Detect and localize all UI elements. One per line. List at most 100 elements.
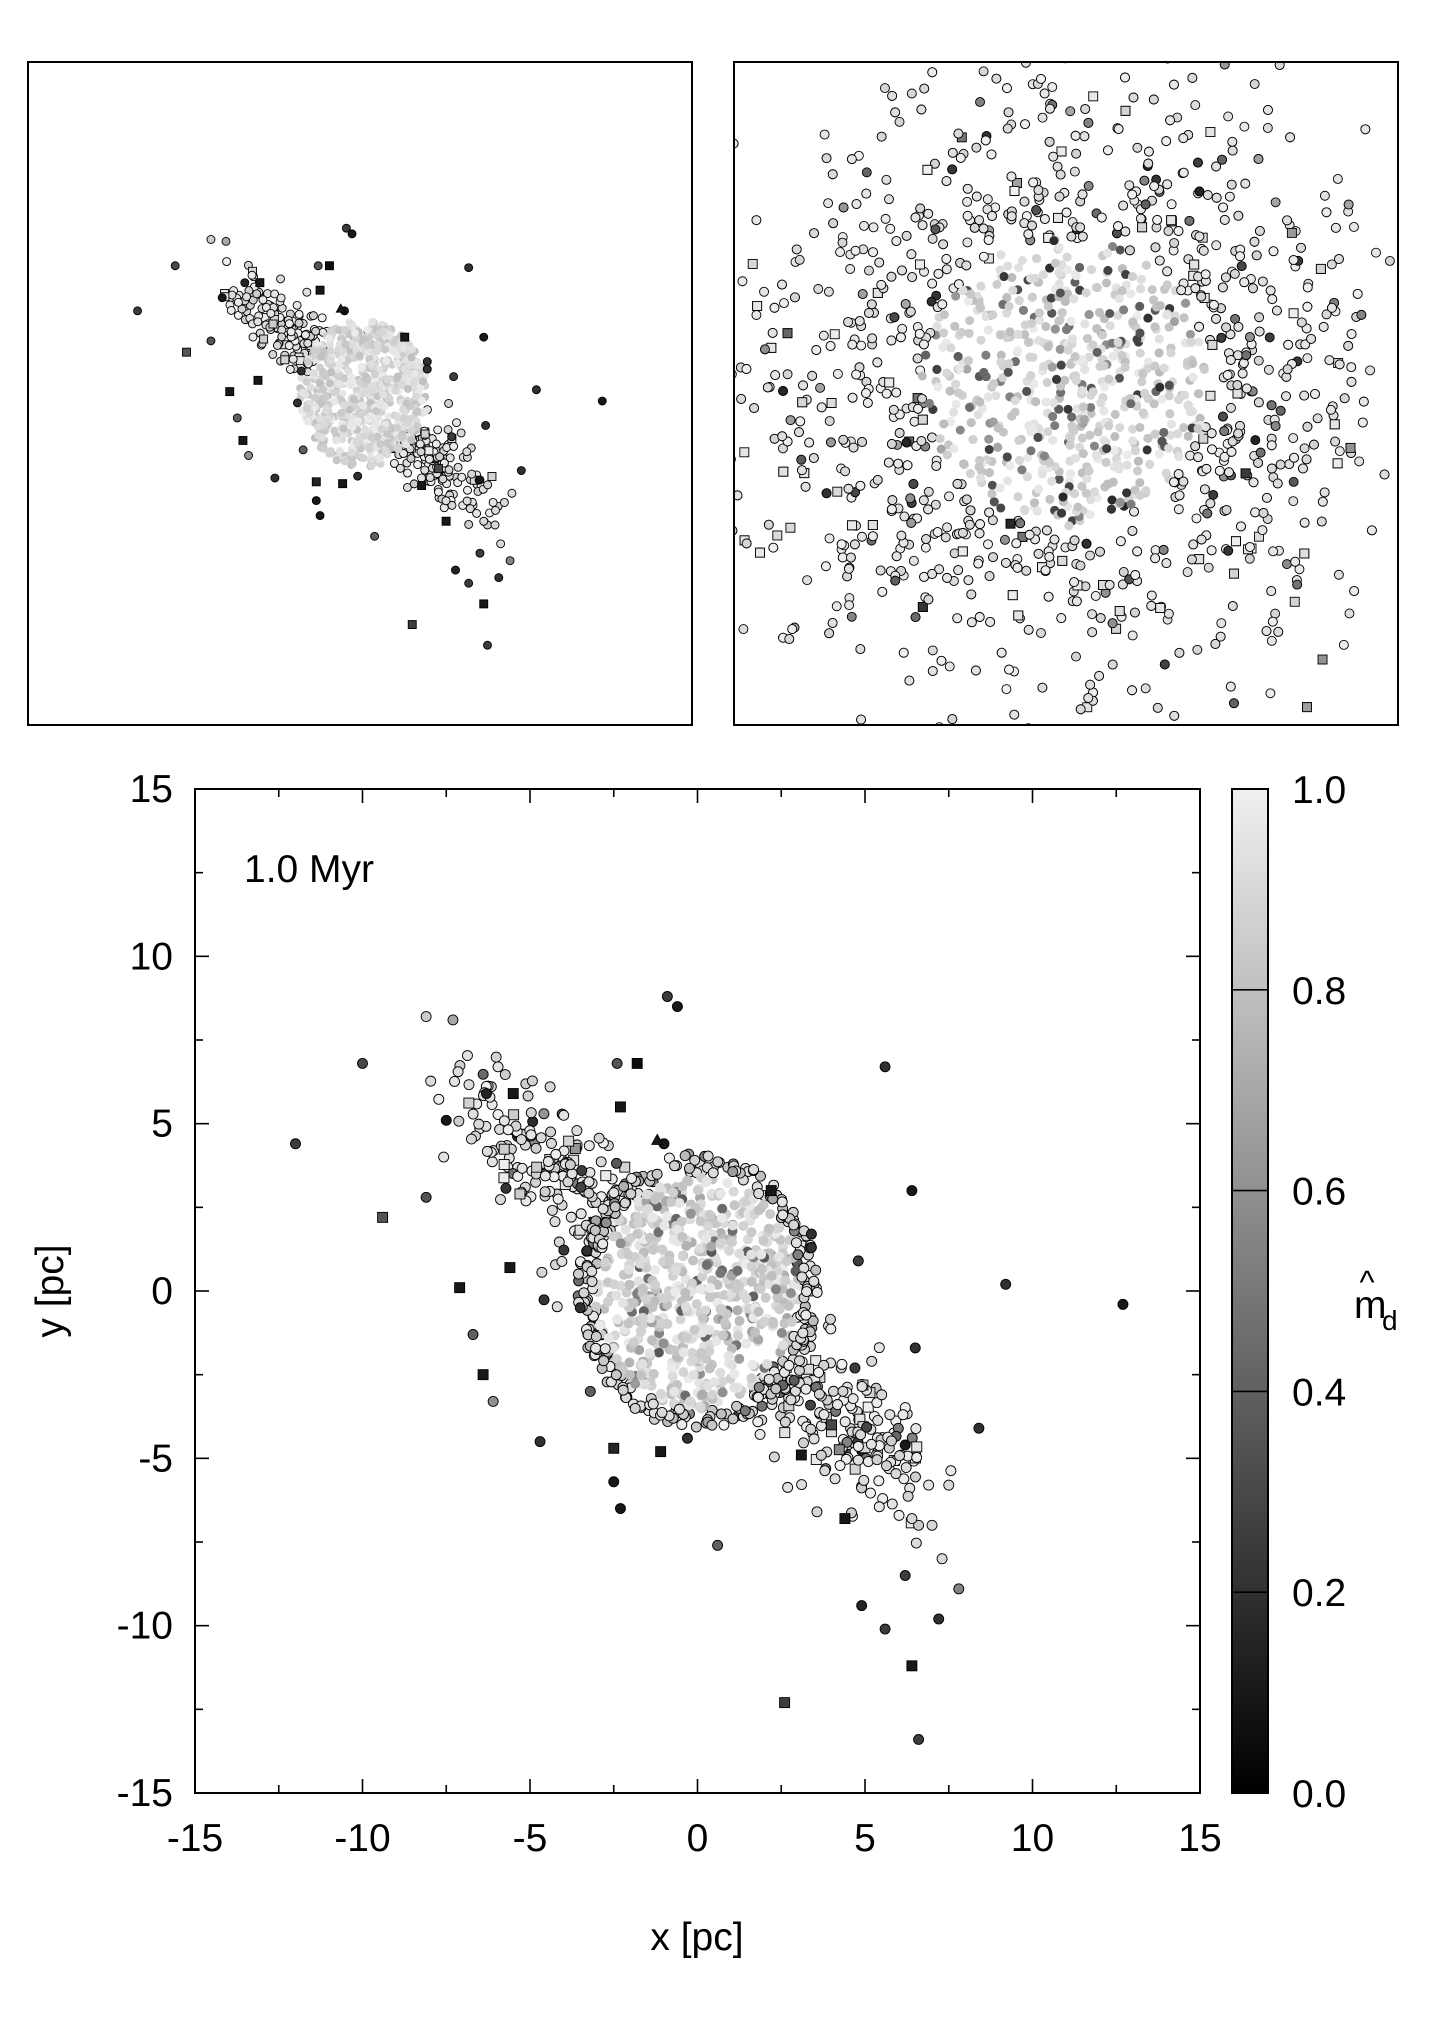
core-point: [680, 1301, 691, 1312]
inset-right-point: [973, 558, 984, 569]
core-point: [651, 1168, 663, 1180]
core-point: [738, 1221, 749, 1232]
inset-left-filament-point: [395, 463, 405, 473]
inset-right-point: [1107, 745, 1116, 754]
inset-right-point: [1105, 321, 1115, 331]
inset-right-point: [1104, 421, 1114, 431]
inset-right-point: [1193, 424, 1203, 434]
inset-right-point: [610, 249, 619, 258]
inset-left-core-point: [348, 321, 357, 330]
inset-right-point: [927, 666, 938, 676]
inset-right-point: [1055, 169, 1066, 180]
inset-right-point: [918, 495, 929, 506]
inset-right-point: [906, 249, 917, 260]
inset-right-point: [1090, 591, 1101, 601]
inset-right-point: [969, 222, 980, 233]
inset-right-point: [1054, 474, 1064, 484]
inset-right-point: [1023, 453, 1033, 463]
core-point: [715, 1238, 726, 1249]
inset-right-point: [847, 520, 857, 531]
inset-right-point: [1077, 385, 1087, 395]
inset-right-point: [600, 544, 609, 553]
inset-left-core-point: [375, 399, 384, 408]
inset-right-point: [1043, 591, 1054, 602]
core-point: [776, 1196, 788, 1208]
inset-left-core-point: [378, 327, 387, 336]
inset-right-point: [1031, 397, 1041, 407]
inset-left-point: [335, 303, 346, 313]
inset-right-point: [1073, 502, 1083, 512]
core-point: [774, 1222, 785, 1233]
core-point: [618, 1181, 630, 1192]
inset-left-core-point: [361, 374, 370, 383]
inset-right-point: [1154, 255, 1165, 266]
inset-right-point: [867, 531, 878, 542]
inset-left-filament-point: [253, 317, 263, 327]
core-point: [633, 1276, 644, 1287]
inset-left-filament-point: [424, 446, 434, 456]
inset-right-point: [953, 128, 964, 139]
inset-right-point: [975, 97, 986, 107]
core-point: [759, 1316, 770, 1327]
inset-right-point: [893, 458, 904, 469]
inset-right-point: [850, 245, 861, 256]
inset-right-point: [1229, 268, 1240, 279]
core-point: [772, 1292, 783, 1303]
filament-point: [828, 1385, 839, 1397]
inset-right-point: [861, 188, 872, 199]
inset-right-point: [988, 417, 998, 427]
inset-right-point: [1266, 440, 1277, 451]
inset-right-point: [1087, 627, 1098, 638]
inset-left-point: [238, 436, 248, 445]
inset-right-point: [886, 335, 897, 346]
inset-left-core-point: [382, 356, 391, 365]
inset-right-point: [1334, 359, 1345, 370]
inset-right-point: [1063, 404, 1073, 414]
filament-point: [886, 1435, 897, 1447]
inset-right-point: [1149, 295, 1159, 305]
inset-left-core-point: [359, 454, 368, 463]
inset-left-point: [490, 520, 500, 530]
filament-point: [782, 1481, 794, 1493]
core-point: [788, 1219, 800, 1231]
inset-right-point: [747, 258, 758, 269]
inset-right-point: [1065, 469, 1075, 479]
core-point: [668, 1187, 679, 1198]
core-point: [746, 1373, 757, 1384]
inset-right-point: [796, 454, 807, 465]
inset-right-point: [826, 398, 837, 408]
inset-left-core-point: [325, 379, 334, 388]
core-point: [739, 1405, 751, 1417]
inset-right-point: [1205, 498, 1216, 509]
inset-right-point: [840, 466, 851, 477]
core-point: [654, 1182, 665, 1193]
inset-left-core-point: [339, 346, 348, 355]
inset-right-point: [1192, 644, 1203, 655]
core-point: [658, 1338, 669, 1349]
inset-right-point: [897, 323, 908, 334]
inset-left-core-point: [347, 448, 356, 457]
inset-left-filament-point: [415, 439, 425, 449]
inset-right-point: [821, 153, 832, 164]
inset-right-point: [1043, 301, 1053, 311]
inset-right-point: [1086, 265, 1096, 275]
inset-right-point: [1344, 608, 1355, 619]
inset-left-filament-point: [389, 458, 399, 468]
inset-right-point: [1255, 447, 1266, 458]
inset-right-point: [942, 450, 952, 460]
filament-point: [911, 1451, 923, 1463]
inset-right-point: [1319, 190, 1330, 201]
inset-right-point: [971, 142, 982, 153]
filament-point: [473, 1118, 485, 1130]
inset-right-point: [1265, 688, 1276, 699]
filament-point: [575, 1181, 587, 1193]
inset-right-point: [1312, 413, 1323, 424]
inset-right-point: [997, 51, 1006, 60]
inset-right-point: [689, 268, 698, 277]
inset-left-core-point: [330, 397, 339, 406]
inset-left-filament-point: [233, 297, 243, 307]
inset-right-point: [1096, 212, 1107, 223]
inset-right-point: [1327, 302, 1337, 313]
inset-right-point: [1066, 433, 1076, 443]
inset-right-point: [1033, 185, 1044, 196]
